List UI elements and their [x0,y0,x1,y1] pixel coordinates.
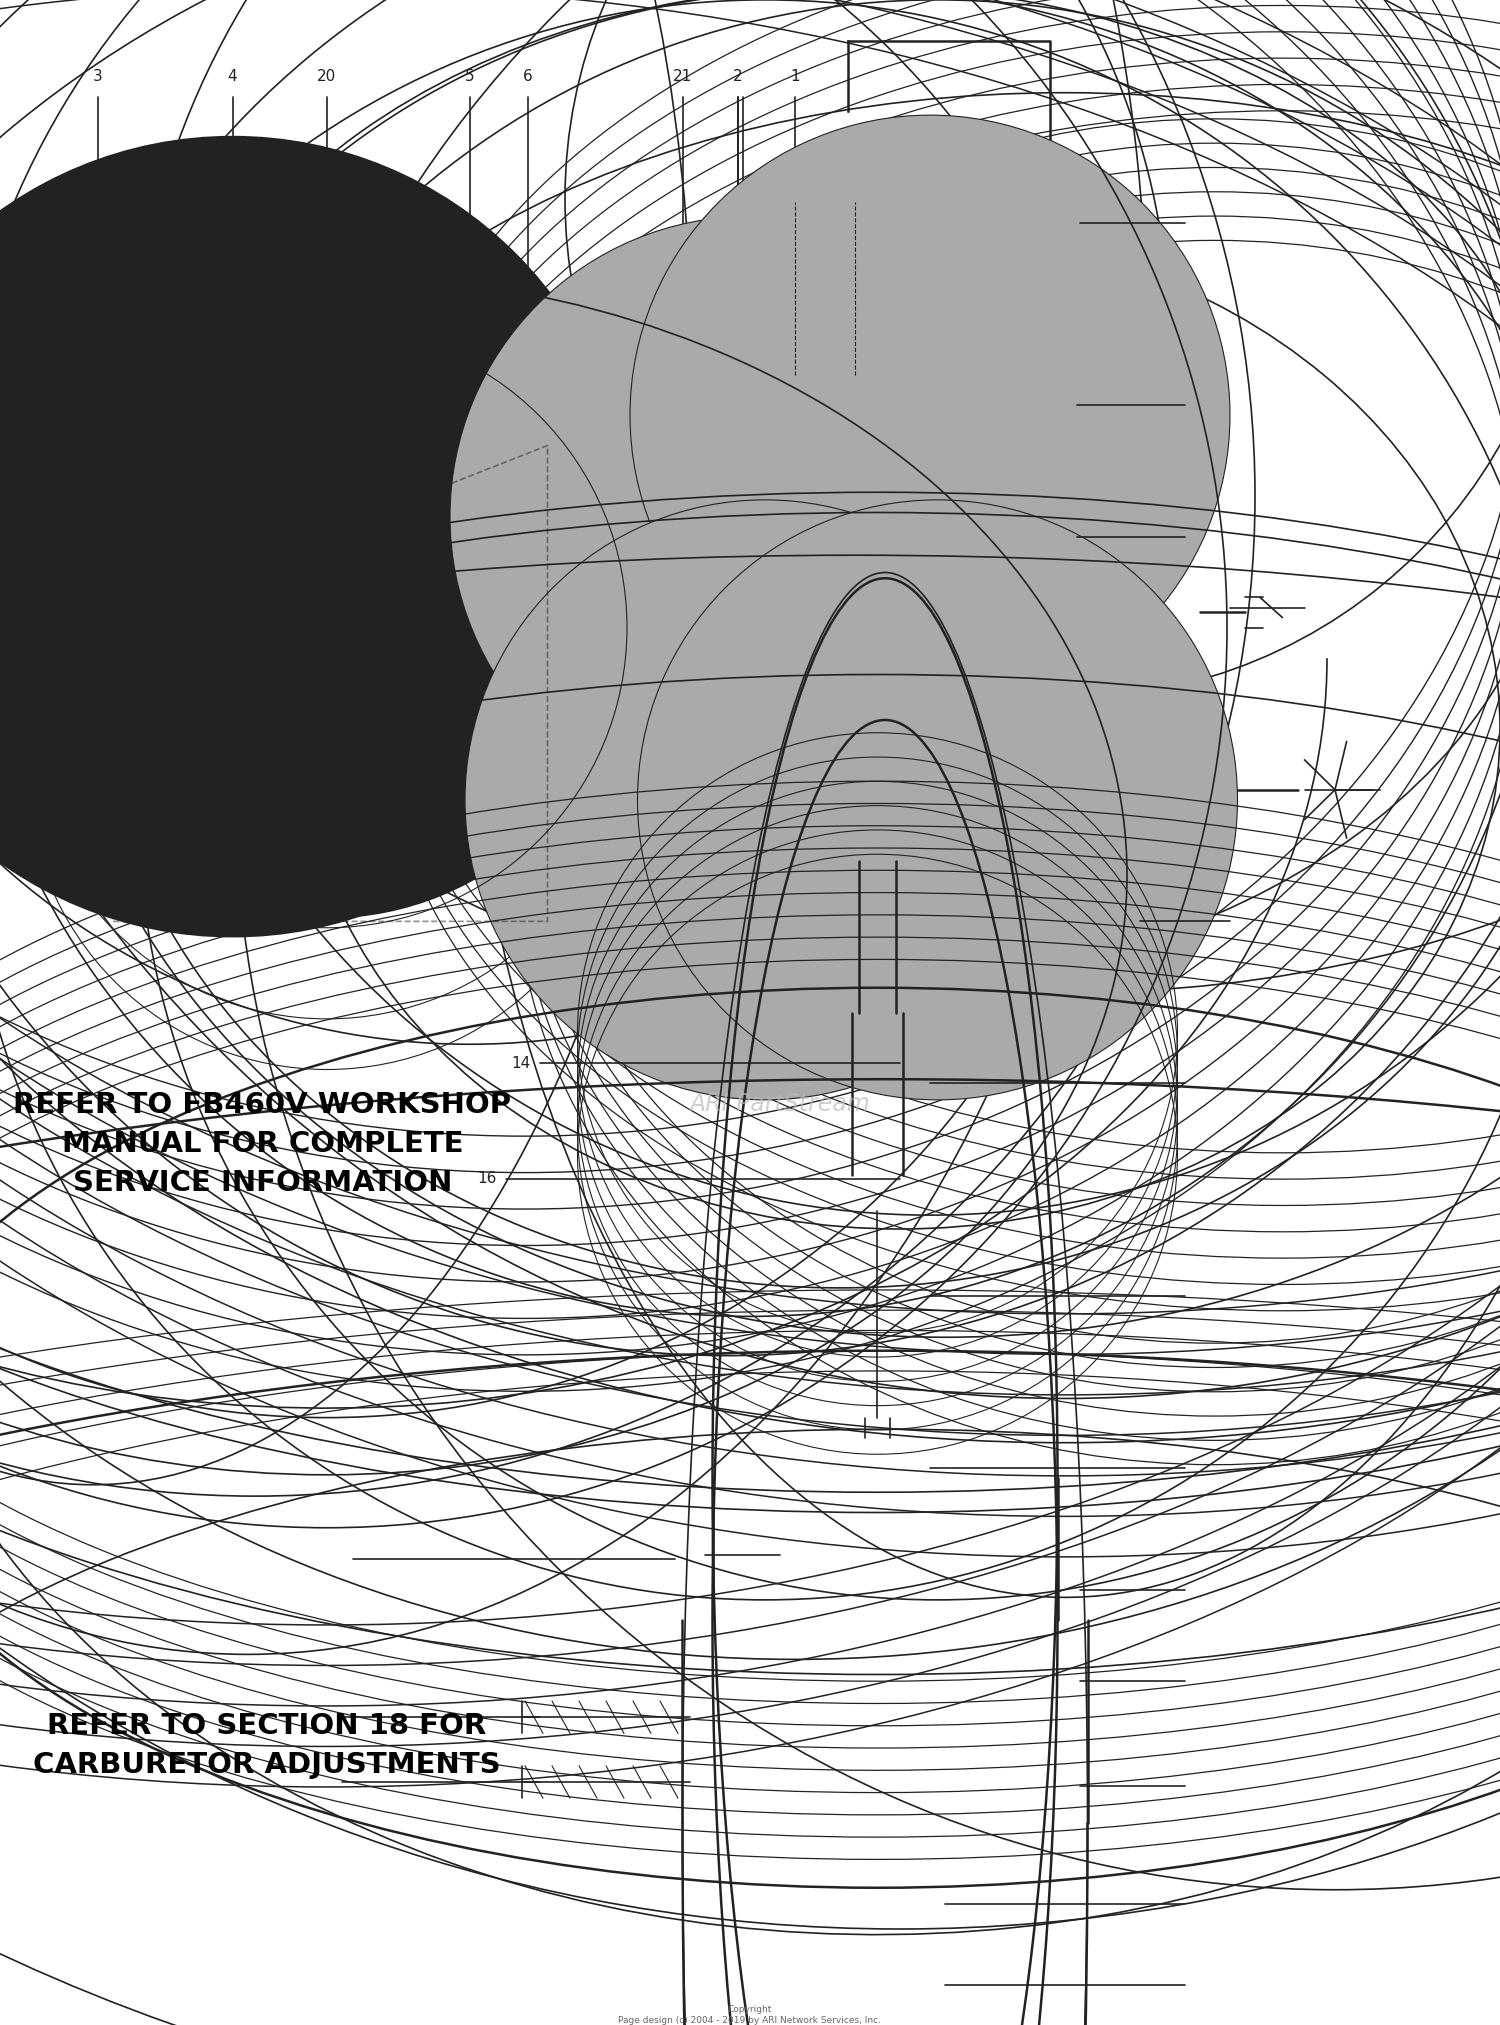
Text: 6: 6 [524,69,532,85]
Circle shape [450,217,1050,816]
Circle shape [465,500,1065,1100]
Text: 5: 5 [465,69,474,85]
Circle shape [0,136,633,938]
Text: 2: 2 [734,69,742,85]
Text: Copyright
Page design (c) 2004 - 2019 by ARI Network Services, Inc.: Copyright Page design (c) 2004 - 2019 by… [618,2005,882,2025]
Circle shape [630,115,1230,715]
Text: ARI PartStream: ARI PartStream [690,1091,870,1116]
Text: 14: 14 [512,1055,531,1071]
Text: 3: 3 [93,69,102,85]
Text: 4: 4 [228,69,237,85]
Text: 1: 1 [790,69,800,85]
Text: 20: 20 [318,69,336,85]
Text: REFER TO SECTION 18 FOR
CARBURETOR ADJUSTMENTS: REFER TO SECTION 18 FOR CARBURETOR ADJUS… [33,1711,501,1780]
Text: 21: 21 [674,69,692,85]
Circle shape [27,318,627,917]
Circle shape [638,500,1238,1100]
Text: 16: 16 [477,1170,496,1187]
Text: REFER TO FB460V WORKSHOP
MANUAL FOR COMPLETE
SERVICE INFORMATION: REFER TO FB460V WORKSHOP MANUAL FOR COMP… [13,1091,512,1197]
